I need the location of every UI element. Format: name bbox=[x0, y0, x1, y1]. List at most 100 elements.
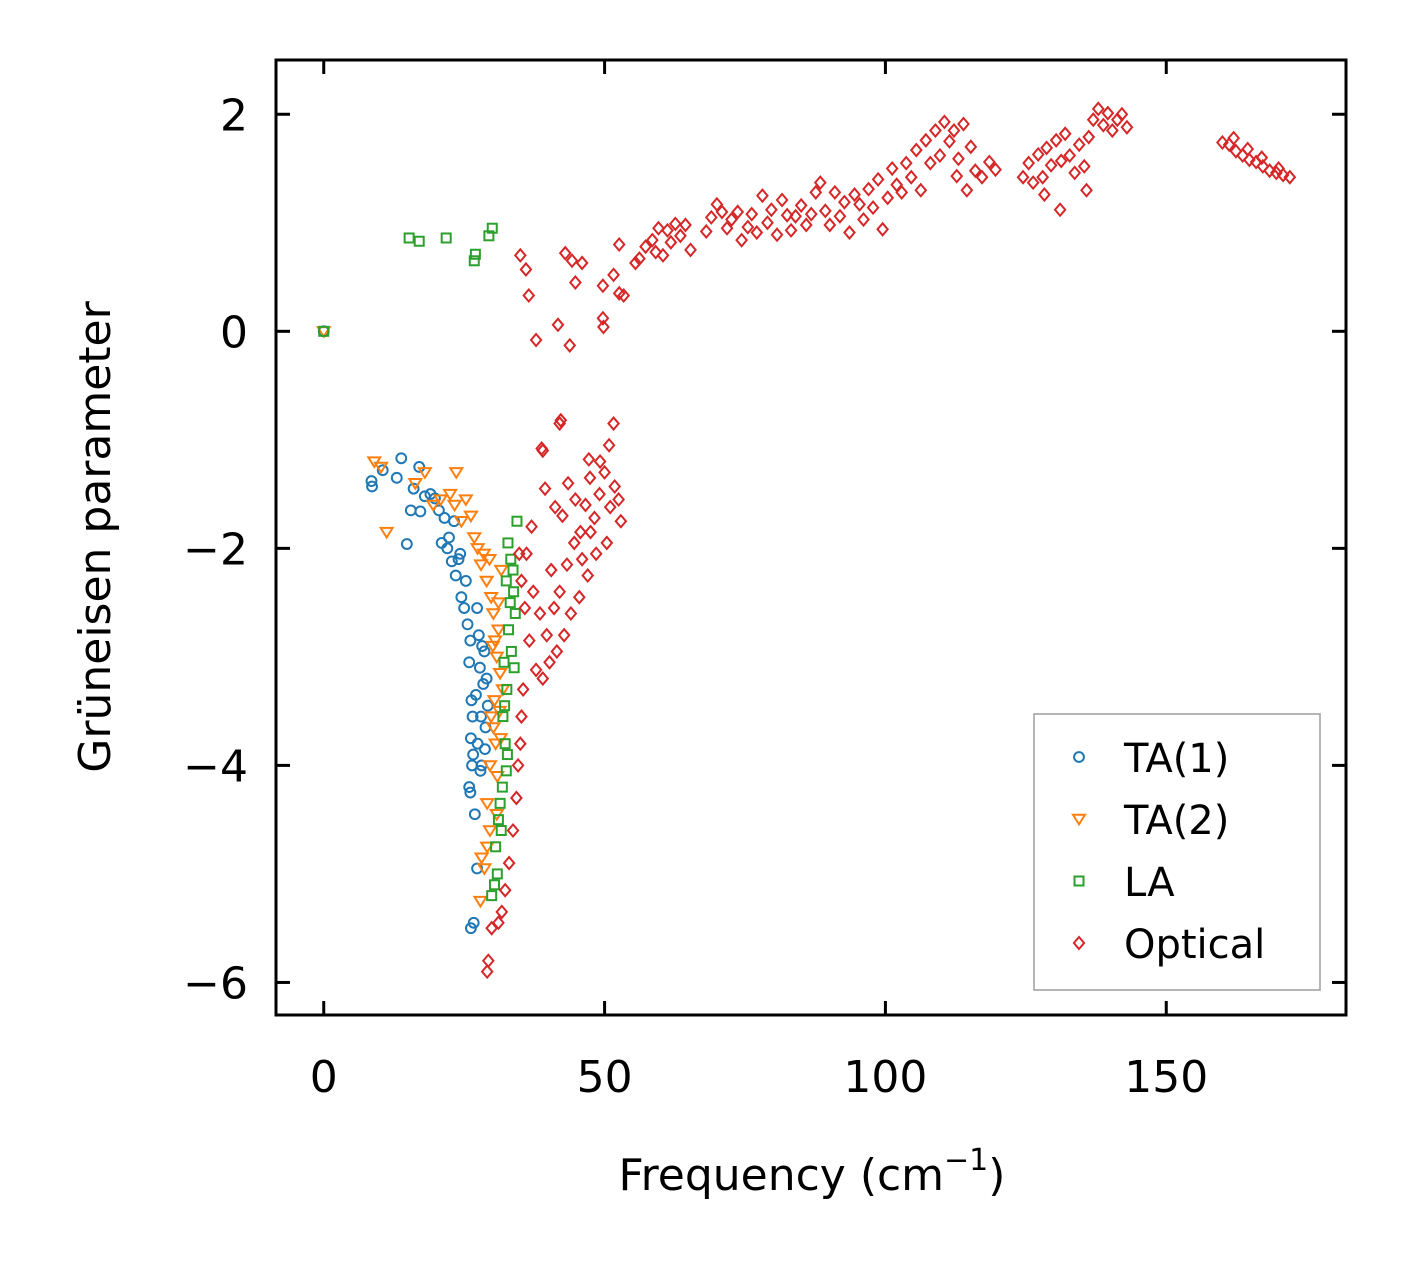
data-markers bbox=[315, 101, 1297, 980]
point-optical-140 bbox=[538, 481, 552, 497]
point-optical-139 bbox=[593, 453, 607, 470]
point-optical-5 bbox=[558, 245, 572, 261]
point-optical-179 bbox=[485, 920, 499, 936]
point-ta-2-16 bbox=[473, 559, 489, 572]
point-optical-92 bbox=[1022, 155, 1036, 171]
point-la-18 bbox=[497, 711, 509, 723]
x-axis-label-superscript: −1 bbox=[944, 1143, 988, 1178]
point-optical-174 bbox=[506, 822, 520, 839]
point-optical-77 bbox=[928, 122, 942, 139]
point-optical-22 bbox=[652, 220, 665, 236]
point-optical-8 bbox=[575, 255, 589, 271]
point-ta-1-34 bbox=[463, 781, 476, 794]
point-optical-165 bbox=[522, 633, 536, 649]
point-optical-149 bbox=[593, 486, 606, 502]
point-optical-154 bbox=[614, 513, 628, 529]
y-axis-ticks: −6 −4 −2 0 2 bbox=[183, 90, 1346, 1009]
point-optical-144 bbox=[568, 491, 582, 508]
point-ta-1-37 bbox=[470, 688, 482, 701]
point-ta-2-37 bbox=[490, 597, 507, 610]
point-optical-177 bbox=[495, 904, 509, 920]
point-optical-133 bbox=[553, 416, 567, 432]
point-optical-67 bbox=[881, 190, 895, 206]
point-la-31 bbox=[501, 749, 513, 761]
point-la-11 bbox=[500, 575, 512, 587]
point-optical-125 bbox=[1269, 165, 1283, 181]
point-optical-49 bbox=[794, 197, 808, 213]
point-ta-1-50 bbox=[481, 699, 494, 712]
point-ta-1-25 bbox=[459, 574, 472, 587]
point-optical-162 bbox=[543, 654, 556, 670]
point-optical-71 bbox=[899, 155, 913, 171]
point-optical-4 bbox=[551, 317, 565, 333]
point-optical-113 bbox=[1120, 119, 1134, 135]
point-optical-141 bbox=[548, 499, 562, 515]
point-ta-2-10 bbox=[448, 467, 465, 480]
point-optical-104 bbox=[1077, 158, 1091, 174]
legend-marker-ta-1 bbox=[1073, 751, 1085, 763]
point-ta-2-5 bbox=[417, 467, 433, 480]
point-optical-61 bbox=[853, 196, 866, 212]
point-ta-1-53 bbox=[467, 916, 480, 929]
point-optical-137 bbox=[607, 416, 620, 432]
legend-box bbox=[1033, 713, 1321, 991]
point-optical-68 bbox=[885, 160, 899, 177]
point-optical-114 bbox=[1053, 202, 1067, 218]
legend-marker-ta-2 bbox=[1071, 813, 1087, 827]
point-optical-85 bbox=[968, 163, 982, 179]
point-optical-109 bbox=[1101, 105, 1115, 121]
point-optical-7 bbox=[568, 274, 582, 291]
point-optical-157 bbox=[581, 567, 595, 584]
point-optical-70 bbox=[895, 184, 909, 200]
point-optical-10 bbox=[596, 278, 610, 294]
point-optical-164 bbox=[529, 662, 543, 678]
point-ta-2-38 bbox=[493, 564, 510, 578]
point-ta-1-8 bbox=[407, 482, 420, 495]
y-tick-label-0: −6 bbox=[183, 958, 248, 1009]
point-ta-1-41 bbox=[475, 710, 487, 723]
point-optical-80 bbox=[943, 133, 956, 149]
point-optical-31 bbox=[704, 209, 718, 225]
point-optical-106 bbox=[1086, 112, 1100, 128]
point-optical-34 bbox=[720, 220, 734, 236]
point-ta-2-24 bbox=[490, 624, 507, 638]
x-axis-label-close: ) bbox=[988, 1150, 1005, 1201]
point-la-19 bbox=[499, 738, 511, 750]
point-ta-2-9 bbox=[446, 499, 463, 513]
point-ta-2-7 bbox=[432, 494, 449, 507]
point-ta-1-43 bbox=[474, 764, 487, 777]
point-optical-97 bbox=[1044, 157, 1058, 173]
point-optical-181 bbox=[480, 964, 494, 980]
point-optical-29 bbox=[684, 242, 697, 258]
point-ta-1-48 bbox=[480, 672, 493, 685]
point-ta-2-4 bbox=[407, 478, 424, 491]
point-optical-184 bbox=[560, 557, 574, 573]
point-ta-1-6 bbox=[400, 538, 413, 550]
point-optical-11 bbox=[596, 310, 610, 326]
point-optical-62 bbox=[857, 211, 870, 228]
point-optical-142 bbox=[556, 508, 569, 524]
point-optical-161 bbox=[550, 643, 564, 659]
point-optical-3 bbox=[529, 332, 543, 348]
point-optical-45 bbox=[775, 192, 789, 208]
point-la-25 bbox=[488, 879, 500, 891]
point-ta-2-13 bbox=[463, 510, 479, 524]
point-optical-37 bbox=[735, 232, 749, 248]
point-optical-187 bbox=[584, 524, 597, 540]
point-la-30 bbox=[499, 700, 511, 712]
plot-frame bbox=[274, 58, 1348, 1017]
point-optical-18 bbox=[632, 251, 646, 267]
point-la-3 bbox=[440, 232, 452, 244]
point-optical-86 bbox=[975, 169, 989, 185]
point-ta-2-18 bbox=[478, 575, 495, 589]
point-ta-1-30 bbox=[466, 710, 479, 723]
point-la-2 bbox=[413, 235, 425, 247]
point-ta-1-38 bbox=[471, 602, 484, 614]
point-la-21 bbox=[496, 781, 508, 793]
point-optical-28 bbox=[679, 217, 692, 233]
point-la-12 bbox=[504, 597, 516, 609]
point-optical-60 bbox=[848, 187, 861, 203]
point-optical-43 bbox=[764, 202, 778, 218]
point-optical-159 bbox=[564, 605, 578, 622]
point-optical-42 bbox=[761, 215, 774, 231]
